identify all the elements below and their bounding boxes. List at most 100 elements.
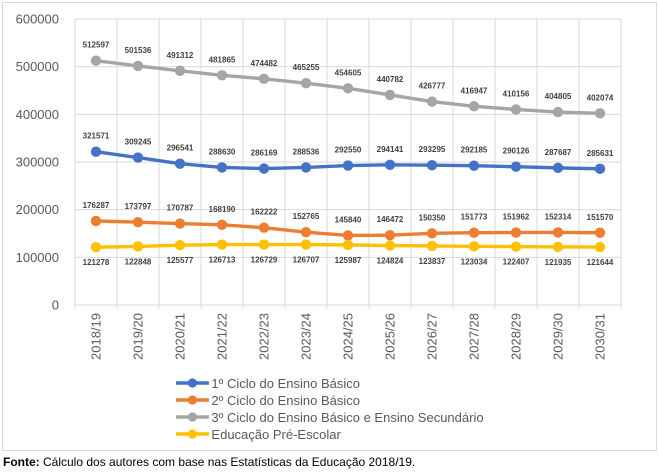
- series-4-data-label: 121278: [83, 258, 110, 267]
- series-3-marker: [258, 73, 270, 85]
- series-3-data-label: 491312: [167, 51, 194, 60]
- series-3-data-label: 410156: [503, 89, 530, 98]
- series-2-data-label: 146472: [377, 215, 404, 224]
- series-4-marker: [132, 241, 144, 252]
- series-3-data-label: 416947: [461, 86, 488, 95]
- x-axis-tick-label: 2022/23: [257, 313, 272, 360]
- series-4-data-label: 126713: [209, 256, 236, 265]
- series-1-marker: [300, 162, 312, 173]
- x-axis-tick-label: 2021/22: [215, 313, 230, 360]
- series-3-data-label: 402074: [587, 93, 614, 102]
- series-1-data-label: 290126: [503, 147, 530, 156]
- x-axis-tick-label: 2020/21: [173, 313, 188, 360]
- source-note: Fonte: Cálculo dos autores com base nas …: [0, 453, 659, 473]
- series-2-data-label: 152314: [545, 212, 572, 221]
- x-axis-tick-label: 2018/19: [89, 313, 104, 360]
- legend-item-3: 3º Ciclo do Ensino Básico e Ensino Secun…: [175, 409, 484, 425]
- source-note-text: Cálculo dos autores com base nas Estatís…: [39, 455, 416, 469]
- series-1-data-label: 288536: [293, 147, 320, 156]
- series-1-data-label: 285631: [587, 149, 614, 158]
- series-3-data-label: 404805: [545, 92, 572, 101]
- series-4-marker: [510, 241, 522, 252]
- series-4-data-label: 123837: [419, 257, 446, 266]
- legend-item-1: 1º Ciclo do Ensino Básico: [175, 375, 483, 391]
- series-1-marker: [468, 160, 480, 171]
- y-axis-tick-label: 600000: [16, 12, 59, 27]
- series-2-marker: [594, 227, 606, 238]
- series-3-marker: [426, 96, 438, 107]
- series-4-marker: [174, 239, 186, 251]
- series-2-marker: [132, 216, 144, 228]
- series-3-marker: [594, 108, 606, 119]
- series-4-data-label: 122407: [503, 258, 530, 267]
- series-1-marker: [552, 162, 564, 174]
- series-2-data-label: 152765: [293, 212, 320, 221]
- series-2-marker: [510, 227, 522, 238]
- series-2-data-label: 176287: [83, 201, 110, 210]
- series-3-marker: [174, 65, 186, 77]
- series-2-data-label: 151773: [461, 213, 488, 222]
- series-2-data-label: 150350: [419, 213, 446, 222]
- series-4-data-label: 121935: [545, 258, 572, 267]
- legend-label: 3º Ciclo do Ensino Básico e Ensino Secun…: [211, 409, 484, 425]
- series-1-marker: [510, 161, 522, 172]
- series-3-marker: [342, 83, 354, 94]
- series-1-marker: [174, 158, 186, 169]
- legend-marker-icon: [175, 412, 209, 422]
- series-1-marker: [132, 152, 144, 163]
- series-4-data-label: 123034: [461, 257, 488, 266]
- series-1-marker: [258, 163, 270, 174]
- line-chart-plot-area: 0 100000 200000 300000 400000 500000 600000 201…: [16, 12, 622, 360]
- series-3-data-label: 454605: [335, 68, 362, 77]
- series-1-marker: [426, 159, 438, 171]
- y-axis-tick-label: 200000: [16, 202, 59, 217]
- series-1-data-label: 288630: [209, 147, 236, 156]
- series-3-data-label: 440782: [377, 75, 404, 84]
- x-axis-tick-label: 2029/30: [551, 313, 566, 360]
- series-2-marker: [174, 218, 186, 229]
- series-2-marker: [384, 229, 396, 241]
- x-axis-tick-label: 2026/27: [425, 313, 440, 360]
- series-2-marker: [468, 227, 480, 238]
- x-axis-tick-label: 2027/28: [467, 313, 482, 360]
- series-1-data-label: 293295: [419, 145, 446, 154]
- series-4-marker: [426, 240, 438, 252]
- series-4-marker: [384, 240, 396, 251]
- series-3-marker: [90, 55, 102, 66]
- series-4-marker: [552, 241, 564, 253]
- legend-label: 1º Ciclo do Ensino Básico: [211, 375, 360, 391]
- series-1-data-label: 292185: [461, 146, 488, 155]
- series-2-marker: [552, 227, 564, 238]
- series-1-data-label: 287687: [545, 148, 572, 157]
- series-1-marker: [216, 162, 228, 173]
- series-3-marker: [468, 101, 480, 112]
- series-2-marker: [300, 226, 312, 238]
- series-4-marker: [216, 239, 228, 250]
- series-1-data-label: 286169: [251, 149, 278, 158]
- series-2-data-label: 162222: [251, 208, 278, 217]
- chart-frame: 0 100000 200000 300000 400000 500000 600000 201…: [2, 2, 657, 451]
- series-4-data-label: 125577: [167, 256, 194, 265]
- y-axis-tick-label: 100000: [16, 250, 59, 265]
- series-3-marker: [216, 70, 228, 81]
- series-2-data-label: 173797: [125, 202, 152, 211]
- y-axis-tick-label: 400000: [16, 107, 59, 122]
- legend-label: Educação Pré-Escolar: [211, 426, 341, 442]
- series-3-data-label: 426777: [419, 82, 446, 91]
- legend-marker-icon: [175, 429, 209, 439]
- series-4-data-label: 122848: [125, 257, 152, 266]
- y-axis-tick-label: 500000: [16, 59, 59, 74]
- legend-marker-icon: [175, 395, 209, 405]
- series-2-marker: [258, 222, 270, 233]
- source-note-label: Fonte:: [3, 455, 40, 469]
- x-axis-tick-label: 2028/29: [509, 313, 524, 360]
- series-1-data-label: 296541: [167, 144, 194, 153]
- series-1-data-label: 309245: [125, 138, 152, 147]
- series-1-marker: [342, 160, 354, 171]
- series-4-marker: [342, 239, 354, 251]
- x-axis-tick-label: 2019/20: [131, 313, 146, 360]
- series-4-marker: [258, 239, 270, 250]
- x-axis-tick-label: 2025/26: [383, 313, 398, 360]
- series-3-marker: [552, 106, 564, 118]
- series-4-data-label: 126707: [293, 256, 320, 265]
